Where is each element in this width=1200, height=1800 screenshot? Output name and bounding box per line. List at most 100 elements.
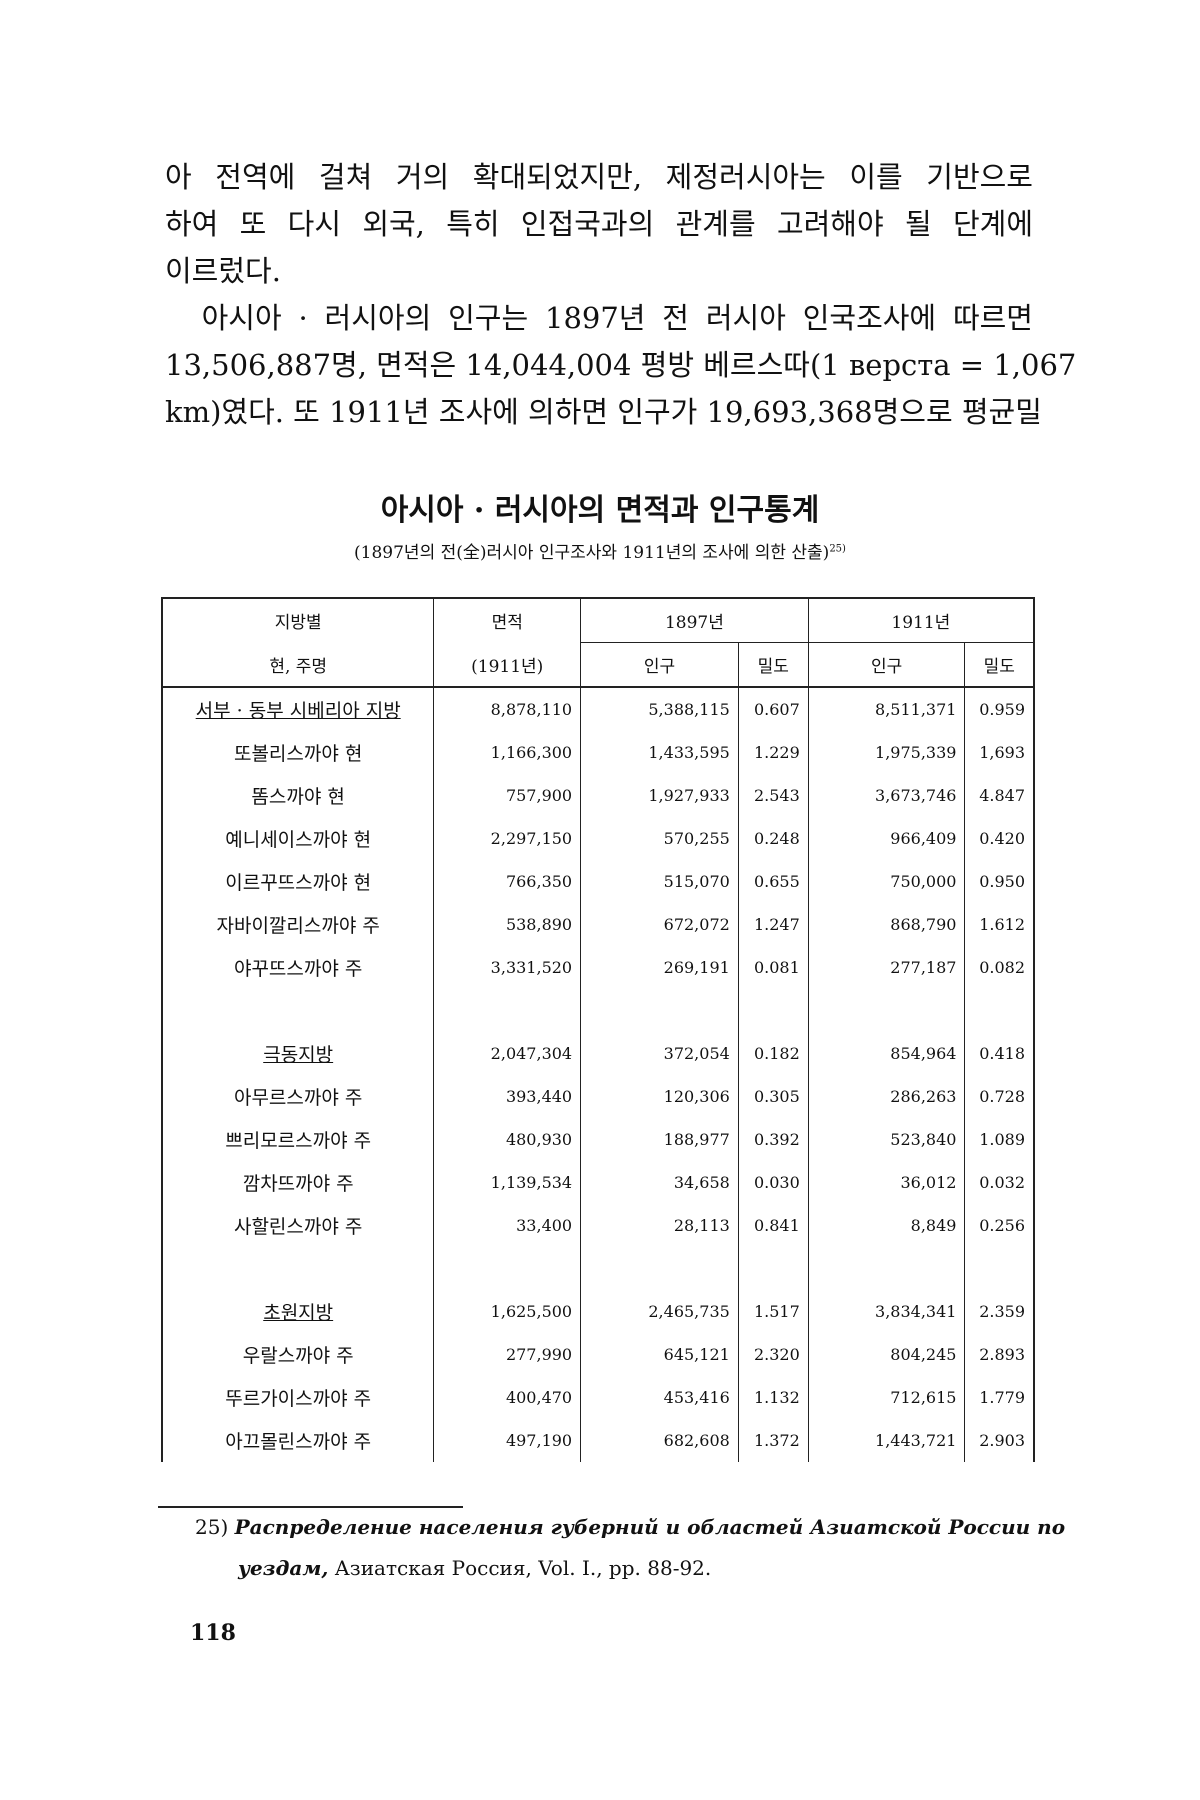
header-pop-1911: 인구: [807, 642, 965, 688]
pop1897-cell: 1,927,933: [580, 774, 739, 817]
den1897-cell: 2.320: [737, 1333, 809, 1376]
pop1911-cell: 750,000: [807, 860, 965, 903]
empty-cell: [162, 989, 434, 1032]
name-cell: 야꾸뜨스까야 주: [162, 946, 434, 989]
header-area-sub: (1911년): [433, 642, 581, 688]
name-cell: 초원지방: [162, 1290, 434, 1333]
region-row: 초원지방 1,625,500 2,465,735 1.517 3,834,341 2.35…: [162, 1290, 1034, 1333]
table-row: 아끄몰린스까야 주 497,190 682,608 1.372 1,443,721 2.9…: [162, 1419, 1034, 1462]
den1911-cell: 0.032: [964, 1161, 1034, 1204]
pop1911-cell: 712,615: [807, 1376, 965, 1419]
region-name: 뚜르가이스까야 주: [225, 1388, 372, 1410]
region-name: 사할린스까야 주: [233, 1216, 363, 1238]
pop1897-cell: 2,465,735: [580, 1290, 739, 1333]
pop1911-cell: 1,975,339: [807, 731, 965, 774]
den1911-cell: 1.612: [964, 903, 1034, 946]
table-row: 사할린스까야 주 33,400 28,113 0.841 8,849 0.256: [162, 1204, 1034, 1247]
region-name: 쁘리모르스까야 주: [225, 1130, 372, 1152]
den1911-cell: 1,693: [964, 731, 1034, 774]
pop1897-cell: 682,608: [580, 1419, 739, 1462]
paragraph-1: 아 전역에 걸쳐 거의 확대되었지만, 제정러시아는 이를 기반으로 하여 또 …: [165, 154, 1033, 295]
area-cell: 1,625,500: [433, 1290, 581, 1333]
pop1911-cell: 3,834,341: [807, 1290, 965, 1333]
den1911-cell: 2.903: [964, 1419, 1034, 1462]
pop1897-cell: 120,306: [580, 1075, 739, 1118]
empty-cell: [433, 1247, 581, 1290]
den1911-cell: 0.959: [964, 687, 1034, 731]
pop1897-cell: 1,433,595: [580, 731, 739, 774]
table-row: 자바이깔리스까야 주 538,890 672,072 1.247 868,790 1.61…: [162, 903, 1034, 946]
pop1897-cell: 645,121: [580, 1333, 739, 1376]
den1911-cell: 2.359: [964, 1290, 1034, 1333]
name-cell: 똠스까야 현: [162, 774, 434, 817]
text-line: 13,506,887명, 면적은 14,044,004 평방 베르스따(1 ве…: [165, 348, 1077, 382]
name-cell: 자바이깔리스까야 주: [162, 903, 434, 946]
den1911-cell: 0.728: [964, 1075, 1034, 1118]
den1911-cell: 0.420: [964, 817, 1034, 860]
header-region: 지방별: [274, 613, 322, 634]
name-cell: 뚜르가이스까야 주: [162, 1376, 434, 1419]
region-name: 서부 · 동부 시베리아 지방: [195, 700, 401, 722]
pop1897-cell: 34,658: [580, 1161, 739, 1204]
header-density-1897: 밀도: [737, 642, 809, 688]
table-row: 야꾸뜨스까야 주 3,331,520 269,191 0.081 277,187 0.08…: [162, 946, 1034, 989]
header-1911: 1911년: [807, 598, 1034, 643]
name-cell: 서부 · 동부 시베리아 지방: [162, 687, 434, 731]
pop1911-cell: 286,263: [807, 1075, 965, 1118]
text-line: 하여 또 다시 외국, 특히 인접국과의 관계를 고려해야 될 단계에: [165, 207, 1033, 241]
pop1911-cell: 3,673,746: [807, 774, 965, 817]
name-cell: 우랄스까야 주: [162, 1333, 434, 1376]
empty-cell: [433, 989, 581, 1032]
den1911-cell: 1.779: [964, 1376, 1034, 1419]
region-row: 서부 · 동부 시베리아 지방 8,878,110 5,388,115 0.607 8,…: [162, 687, 1034, 731]
region-name: 예니세이스까야 현: [225, 829, 372, 851]
name-cell: 깜차뜨까야 주: [162, 1161, 434, 1204]
region-name: 야꾸뜨스까야 주: [233, 958, 363, 980]
table-title: 아시아 · 러시아의 면적과 인구통계: [380, 493, 820, 528]
pop1911-cell: 36,012: [807, 1161, 965, 1204]
area-cell: 2,297,150: [433, 817, 581, 860]
pop1911-cell: 1,443,721: [807, 1419, 965, 1462]
den1897-cell: 1.247: [737, 903, 809, 946]
empty-cell: [964, 1247, 1034, 1290]
den1897-cell: 0.392: [737, 1118, 809, 1161]
empty-cell: [807, 989, 965, 1032]
den1911-cell: 0.418: [964, 1032, 1034, 1075]
name-cell: 사할린스까야 주: [162, 1204, 434, 1247]
area-cell: 277,990: [433, 1333, 581, 1376]
den1897-cell: 0.248: [737, 817, 809, 860]
text-line: 이르렀다.: [165, 254, 281, 288]
den1911-cell: 1.089: [964, 1118, 1034, 1161]
den1897-cell: 1.132: [737, 1376, 809, 1419]
region-name: 우랄스까야 주: [242, 1345, 354, 1367]
empty-cell: [162, 1247, 434, 1290]
footnote-divider: [158, 1506, 463, 1508]
footnote-number: 25): [195, 1515, 229, 1539]
den1897-cell: 1.517: [737, 1290, 809, 1333]
empty-cell: [737, 989, 809, 1032]
footnote-title: Распределение населения губерний и облас…: [234, 1515, 1066, 1539]
area-cell: 393,440: [433, 1075, 581, 1118]
area-cell: 480,930: [433, 1118, 581, 1161]
den1911-cell: 0.082: [964, 946, 1034, 989]
spacer-row: [162, 989, 1034, 1032]
pop1897-cell: 453,416: [580, 1376, 739, 1419]
table-row: 깜차뜨까야 주 1,139,534 34,658 0.030 36,012 0.032: [162, 1161, 1034, 1204]
den1897-cell: 0.655: [737, 860, 809, 903]
text-line: 아 전역에 걸쳐 거의 확대되었지만, 제정러시아는 이를 기반으로: [165, 160, 1033, 194]
den1897-cell: 0.607: [737, 687, 809, 731]
spacer-row: [162, 1247, 1034, 1290]
header-region-sub: 현, 주명: [162, 642, 434, 688]
pop1897-cell: 269,191: [580, 946, 739, 989]
footnote-line-2: уездам, Азиатская Россия, Vol. I., pp. 8…: [238, 1556, 711, 1580]
table-row: 아무르스까야 주 393,440 120,306 0.305 286,263 0.728: [162, 1075, 1034, 1118]
pop1911-cell: 854,964: [807, 1032, 965, 1075]
footnote-line-1: 25) Распределение населения губерний и о…: [195, 1515, 1065, 1539]
pop1897-cell: 188,977: [580, 1118, 739, 1161]
region-name: 아끄몰린스까야 주: [225, 1431, 372, 1453]
pop1897-cell: 672,072: [580, 903, 739, 946]
table-row: 쁘리모르스까야 주 480,930 188,977 0.392 523,840 1.089: [162, 1118, 1034, 1161]
name-cell: 아무르스까야 주: [162, 1075, 434, 1118]
pop1911-cell: 804,245: [807, 1333, 965, 1376]
pop1911-cell: 8,511,371: [807, 687, 965, 731]
